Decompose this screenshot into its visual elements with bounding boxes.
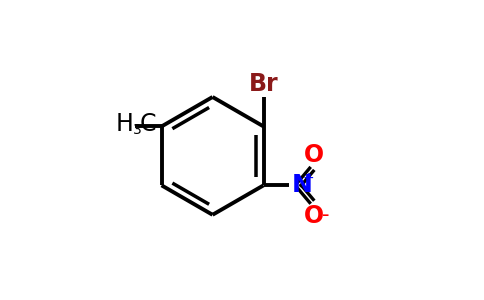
Text: C: C xyxy=(140,112,156,136)
Text: H: H xyxy=(116,112,134,136)
Text: 3: 3 xyxy=(133,123,142,137)
Text: O: O xyxy=(304,204,324,228)
Text: -: - xyxy=(322,205,330,225)
Text: N: N xyxy=(291,173,312,197)
Text: O: O xyxy=(304,143,324,167)
Text: +: + xyxy=(302,171,314,185)
Text: Br: Br xyxy=(249,72,279,96)
